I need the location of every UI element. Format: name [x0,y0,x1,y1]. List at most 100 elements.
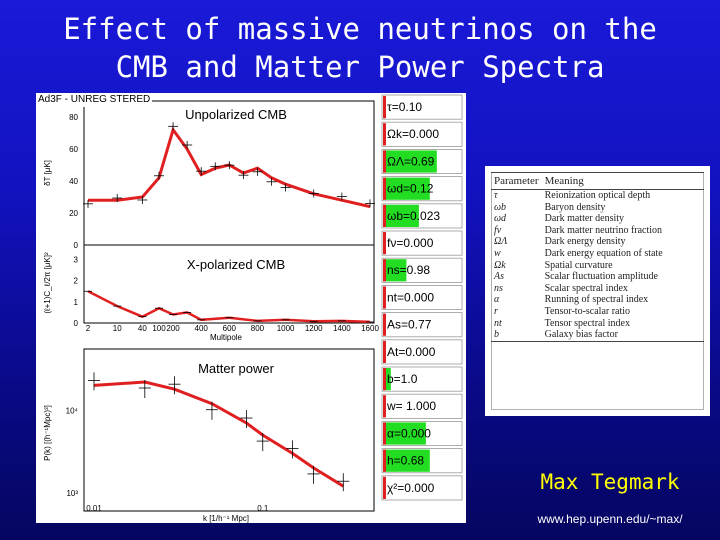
header-parameter: Parameter [494,175,539,187]
parameter-label: Ωk=0.000 [387,127,439,141]
parameter-slider-marker [383,232,386,255]
parameter-slider [381,366,463,392]
x-tick-label: 800 [251,324,265,333]
param-meaning: Dark matter density [544,213,625,225]
parameter-slider [381,312,463,338]
param-meaning: Baryon density [544,201,606,213]
param-symbol: As [494,271,504,283]
parameter-label: fν=0.000 [387,236,434,250]
x-tick-label: 1200 [305,324,323,333]
parameter-label: As=0.77 [387,318,432,332]
parameter-label: w= 1.000 [386,399,436,413]
parameter-slider [381,121,463,147]
panel-frame [83,244,375,324]
table-row: ωb Baryon density [491,202,704,214]
table-row: Ωk Spatial curvature [491,260,704,272]
y-tick-label: 0 [74,319,79,328]
x-axis-label: Multipole [210,333,243,342]
panel-frame [83,100,375,246]
spectra-svg: Unpolarized CMB X-polarized CMB Matter pow… [43,94,463,523]
table-row: ns Scalar spectral index [491,283,704,295]
cmb-polarization-curve [87,290,371,324]
x-tick-label: 0.1 [257,504,269,513]
matter-power-curve [93,380,345,488]
param-symbol: Ωk [494,259,506,271]
param-symbol: τ [494,190,498,201]
table-row: As Scalar fluctuation amplitude [491,271,704,283]
parameter-slider-fill [383,449,430,472]
parameter-slider-marker [383,313,386,336]
y-axis-label: (ℓ+1)C_ℓ/2π [μK]² [43,252,52,314]
table-row: nt Tensor spectral index [491,318,704,330]
param-meaning: Dark matter neutrino fraction [544,224,663,236]
table-row: b Galaxy bias factor [491,329,704,342]
x-tick-label: 1400 [333,324,351,333]
parameter-slider-marker [383,395,386,418]
panel-frame [83,348,375,512]
param-symbol: ωb [494,201,507,213]
y-tick-label: 40 [69,177,78,186]
table-row: τ Reionization optical depth [491,190,704,202]
parameter-label: α=0.000 [387,426,431,440]
parameter-label: ωb=0.023 [387,209,440,223]
table-header-row: Parameter Meaning [491,172,704,190]
parameter-slider-fill [383,422,426,445]
parameter-table-grid: Parameter Meaning τ Reionization optical … [491,172,704,342]
param-symbol: r [494,305,498,317]
param-meaning: Running of spectral index [544,294,649,306]
parameter-slider-marker [383,340,386,363]
param-meaning: Galaxy bias factor [544,329,618,341]
y-tick-label: 2 [74,277,79,286]
parameter-label: τ=0.10 [387,100,422,114]
panel-title: Unpolarized CMB [185,107,287,122]
parameter-slider [381,94,463,120]
parameter-slider-fill [383,259,407,282]
x-tick-label: 1600 [361,324,379,333]
parameter-slider-marker [383,204,386,227]
x-tick-label: 2 [86,324,91,333]
parameter-slider-marker [383,286,386,309]
y-tick-label: 10³ [66,489,78,498]
parameter-slider [381,230,463,256]
param-meaning: Dark energy density [544,236,626,248]
table-row: ΩΛ Dark energy density [491,236,704,248]
x-tick-label: 0.01 [86,504,102,513]
y-tick-label: 60 [69,145,78,154]
parameter-label: At=0.000 [387,345,436,359]
header-meaning: Meaning [544,175,584,187]
parameter-label: h=0.68 [387,454,424,468]
param-meaning: Scalar fluctuation amplitude [544,271,658,283]
author-url[interactable]: www.hep.upenn.edu/~max/ [537,512,683,526]
y-tick-label: 0 [74,241,79,250]
parameter-label: b=1.0 [387,372,418,386]
x-tick-label: 600 [223,324,237,333]
parameter-slider [381,475,463,501]
param-meaning: Tensor-to-scalar ratio [544,305,631,317]
x-tick-label: 100 [152,324,166,333]
parameter-slider-marker [383,449,386,472]
x-tick-label: 40 [138,324,147,333]
x-axis-label: k [1/h⁻¹ Mpc] [203,514,249,523]
parameter-slider [381,339,463,365]
parameter-slider-fill [383,177,430,200]
table-row: fν Dark matter neutrino fraction [491,225,704,237]
watermark: Ad3F - UNREG STERED [36,93,153,107]
slide-title: Effect of massive neutrinos on the CMB a… [0,10,720,86]
table-row: w Dark energy equation of state [491,248,704,260]
parameter-slider [381,284,463,310]
x-tick-label: 1000 [277,324,295,333]
parameter-slider-fill [383,204,419,227]
panel-title: Matter power [198,361,275,376]
y-axis-label: δT [μK] [43,160,52,186]
parameter-label: ns=0.98 [387,263,430,277]
parameter-slider-marker [383,422,386,445]
table-row: ωd Dark matter density [491,213,704,225]
panel-title: X-polarized CMB [187,257,285,272]
param-symbol: ΩΛ [494,236,508,248]
param-symbol: ωd [494,213,507,225]
param-meaning: Dark energy equation of state [544,247,663,259]
parameter-label: χ²=0.000 [387,481,435,495]
parameter-slider-marker [383,150,386,173]
parameter-slider [381,393,463,419]
param-symbol: w [494,247,501,259]
